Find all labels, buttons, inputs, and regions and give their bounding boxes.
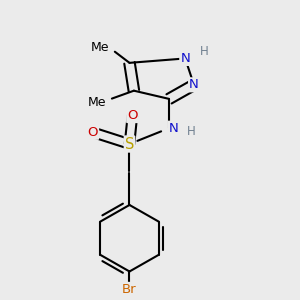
Text: Me: Me	[88, 97, 106, 110]
Text: Me: Me	[91, 41, 110, 54]
Text: H: H	[187, 124, 195, 138]
Text: O: O	[88, 126, 98, 139]
Text: Br: Br	[122, 283, 137, 296]
Text: N: N	[180, 52, 190, 65]
Text: O: O	[127, 109, 138, 122]
Text: S: S	[125, 136, 134, 152]
Text: N: N	[169, 122, 178, 135]
Text: H: H	[200, 45, 208, 58]
Text: N: N	[189, 78, 199, 91]
